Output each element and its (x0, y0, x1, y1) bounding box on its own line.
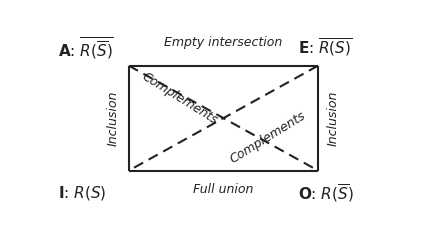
Text: $\mathbf{O}$: $R(\overline{S})$: $\mathbf{O}$: $R(\overline{S})$ (298, 183, 354, 204)
Text: $\mathbf{I}$: $R(S)$: $\mathbf{I}$: $R(S)$ (58, 184, 106, 202)
Text: Complements: Complements (227, 109, 308, 166)
Text: $\mathbf{E}$: $\overline{R(S)}$: $\mathbf{E}$: $\overline{R(S)}$ (298, 37, 352, 59)
Text: Empty intersection: Empty intersection (164, 37, 283, 49)
Text: Inclusion: Inclusion (327, 90, 340, 146)
Text: $\mathbf{A}$: $\overline{R(\overline{S})}$: $\mathbf{A}$: $\overline{R(\overline{S})… (58, 35, 114, 61)
Text: Inclusion: Inclusion (107, 90, 120, 146)
Text: Full union: Full union (193, 183, 254, 196)
Text: Complements: Complements (139, 69, 220, 126)
